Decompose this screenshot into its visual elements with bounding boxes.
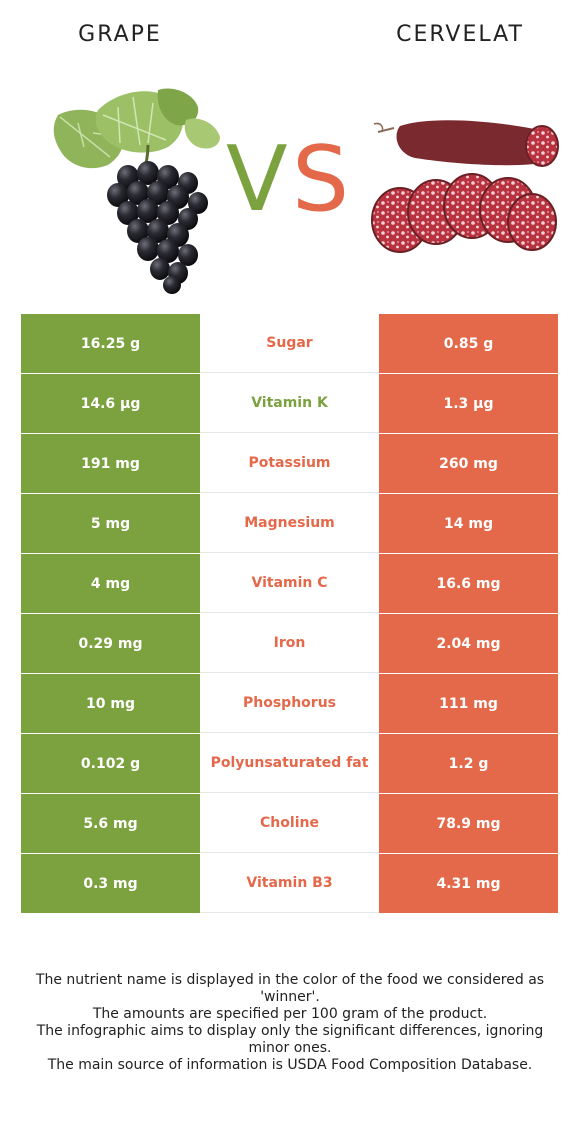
cervelat-sausage-icon (371, 120, 559, 253)
grape-value: 5 mg (21, 494, 200, 553)
footer-note-differences: The infographic aims to display only the… (36, 1023, 544, 1056)
table-row: 5.6 mg Choline 78.9 mg (21, 794, 558, 854)
nutrient-name: Vitamin C (200, 554, 379, 613)
nutrient-name: Vitamin B3 (200, 854, 379, 913)
grape-value: 5.6 mg (21, 794, 200, 853)
cervelat-value: 4.31 mg (379, 854, 558, 913)
table-row: 4 mg Vitamin C 16.6 mg (21, 554, 558, 614)
cervelat-value: 1.3 µg (379, 374, 558, 433)
cervelat-value: 2.04 mg (379, 614, 558, 673)
table-row: 5 mg Magnesium 14 mg (21, 494, 558, 554)
grape-value: 16.25 g (21, 314, 200, 373)
nutrient-name: Sugar (200, 314, 379, 373)
cervelat-value: 78.9 mg (379, 794, 558, 853)
cervelat-value: 260 mg (379, 434, 558, 493)
table-row: 0.102 g Polyunsaturated fat 1.2 g (21, 734, 558, 794)
nutrient-comparison-table: 16.25 g Sugar 0.85 g 14.6 µg Vitamin K 1.3 µg… (21, 314, 558, 914)
vs-letter-s: S (292, 127, 350, 232)
footer-note-amounts: The amounts are specified per 100 gram o… (92, 1006, 488, 1022)
grape-value: 4 mg (21, 554, 200, 613)
cervelat-title: CERVELAT (396, 22, 524, 47)
grape-cluster-icon (53, 88, 220, 294)
table-row: 14.6 µg Vitamin K 1.3 µg (21, 374, 558, 434)
cervelat-value: 1.2 g (379, 734, 558, 793)
table-row: 0.3 mg Vitamin B3 4.31 mg (21, 854, 558, 914)
grape-title: GRAPE (78, 22, 162, 47)
nutrient-name: Polyunsaturated fat (200, 734, 379, 793)
nutrient-name: Choline (200, 794, 379, 853)
nutrient-name: Vitamin K (200, 374, 379, 433)
cervelat-value: 16.6 mg (379, 554, 558, 613)
table-row: 191 mg Potassium 260 mg (21, 434, 558, 494)
nutrient-name: Phosphorus (200, 674, 379, 733)
grape-value: 0.102 g (21, 734, 200, 793)
cervelat-value: 14 mg (379, 494, 558, 553)
footer-note-winner: The nutrient name is displayed in the co… (35, 972, 545, 1005)
footer-notes: The nutrient name is displayed in the co… (20, 972, 560, 1074)
nutrient-name: Magnesium (200, 494, 379, 553)
table-row: 0.29 mg Iron 2.04 mg (21, 614, 558, 674)
grape-value: 14.6 µg (21, 374, 200, 433)
nutrient-name: Iron (200, 614, 379, 673)
grape-value: 0.29 mg (21, 614, 200, 673)
cervelat-value: 111 mg (379, 674, 558, 733)
vs-letter-v: V (226, 127, 288, 232)
cervelat-value: 0.85 g (379, 314, 558, 373)
grape-value: 0.3 mg (21, 854, 200, 913)
grape-value: 10 mg (21, 674, 200, 733)
nutrient-name: Potassium (200, 434, 379, 493)
table-row: 10 mg Phosphorus 111 mg (21, 674, 558, 734)
grape-value: 191 mg (21, 434, 200, 493)
table-row: 16.25 g Sugar 0.85 g (21, 314, 558, 374)
footer-note-source: The main source of information is USDA F… (47, 1057, 533, 1073)
